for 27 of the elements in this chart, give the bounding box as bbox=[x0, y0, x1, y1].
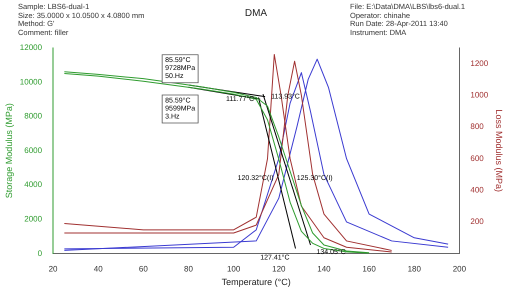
x-tick-label: 120 bbox=[272, 264, 286, 274]
y2-tick-label: 800 bbox=[470, 122, 484, 132]
y-tick-label: 8000 bbox=[24, 112, 43, 121]
x-tick-label: 100 bbox=[226, 264, 241, 274]
x-tick-label: 140 bbox=[317, 264, 332, 274]
y2-axis-title: Loss Modulus (MPa) bbox=[494, 109, 504, 192]
x-tick-label: 80 bbox=[184, 264, 194, 274]
y2-tick-label: 600 bbox=[470, 154, 484, 163]
x-axis-title: Temperature (°C) bbox=[222, 277, 291, 288]
chart-title: DMA bbox=[244, 8, 268, 19]
x-tick-label: 180 bbox=[408, 264, 422, 274]
y-tick-label: 4000 bbox=[24, 180, 43, 190]
x-tick-label: 160 bbox=[362, 264, 376, 274]
y-tick-label: 12000 bbox=[20, 43, 43, 52]
y2-tick-label: 1200 bbox=[470, 58, 489, 68]
y-axis-title: Storage Modulus (MPa) bbox=[4, 103, 14, 198]
y-tick-label: 0 bbox=[38, 248, 43, 258]
x-tick-label: 40 bbox=[94, 264, 104, 274]
y2-tick-label: 400 bbox=[470, 185, 484, 194]
y-tick-label: 10000 bbox=[20, 77, 43, 86]
y2-tick-label: 200 bbox=[470, 217, 484, 226]
y-tick-label: 6000 bbox=[24, 146, 43, 155]
x-tick-label: 60 bbox=[138, 264, 148, 274]
y2-tick-label: 1000 bbox=[470, 90, 489, 100]
x-tick-label: 200 bbox=[452, 264, 467, 274]
x-tick-label: 20 bbox=[48, 264, 58, 274]
y-tick-label: 2000 bbox=[24, 214, 43, 224]
